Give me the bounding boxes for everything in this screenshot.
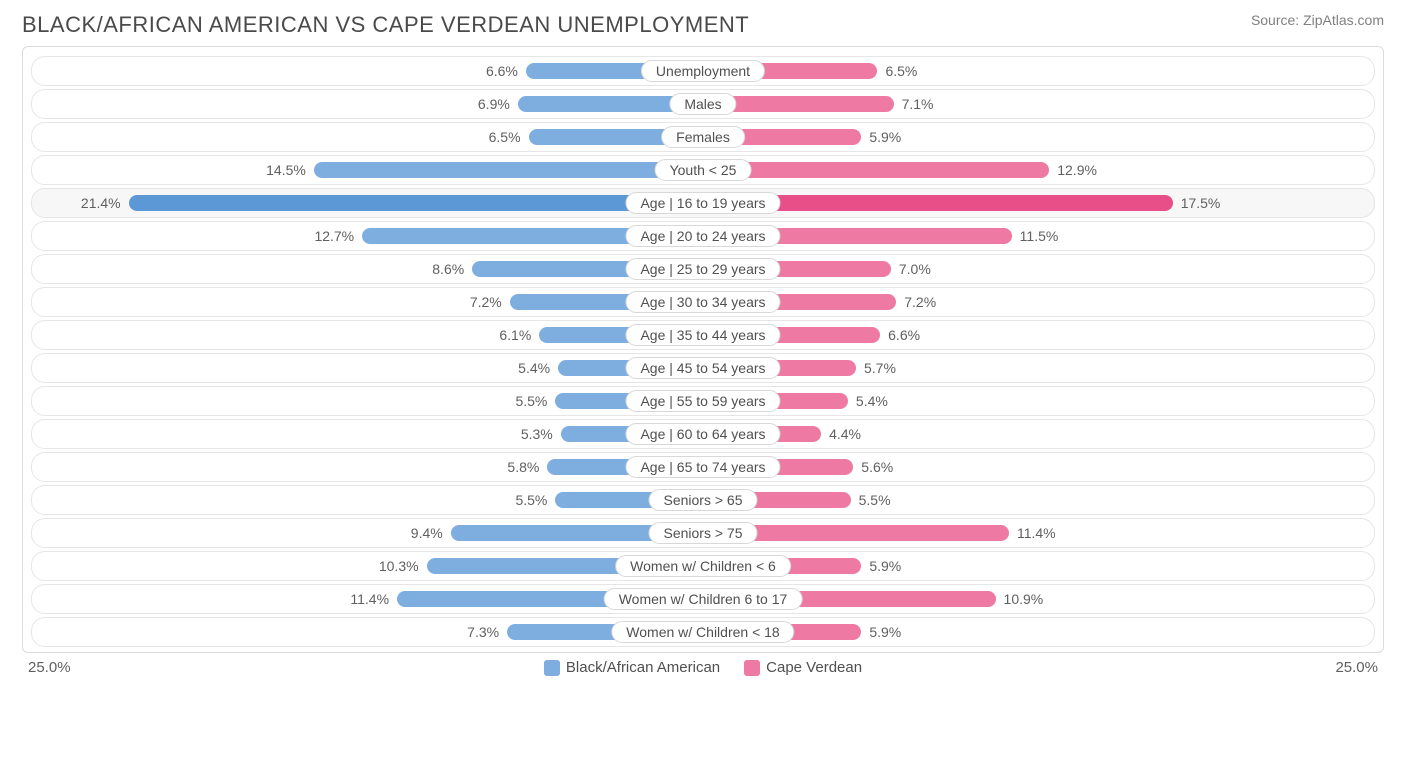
value-left: 14.5%: [266, 162, 306, 178]
category-label: Age | 55 to 59 years: [625, 390, 780, 412]
bar-left: [129, 195, 703, 211]
category-label: Age | 35 to 44 years: [625, 324, 780, 346]
legend-label-left: Black/African American: [566, 659, 720, 676]
bar-left: [314, 162, 703, 178]
category-label: Age | 16 to 19 years: [625, 192, 780, 214]
chart-row: 7.3% 5.9% Women w/ Children < 18: [31, 617, 1375, 647]
chart-row: 7.2% 7.2% Age | 30 to 34 years: [31, 287, 1375, 317]
category-label: Age | 25 to 29 years: [625, 258, 780, 280]
chart-header: BLACK/AFRICAN AMERICAN VS CAPE VERDEAN U…: [0, 0, 1406, 46]
chart-row: 6.1% 6.6% Age | 35 to 44 years: [31, 320, 1375, 350]
value-left: 8.6%: [432, 261, 464, 277]
value-right: 5.9%: [869, 624, 901, 640]
value-left: 5.3%: [521, 426, 553, 442]
value-right: 11.4%: [1017, 525, 1056, 541]
value-left: 10.3%: [379, 558, 419, 574]
value-right: 11.5%: [1020, 228, 1059, 244]
chart-title: BLACK/AFRICAN AMERICAN VS CAPE VERDEAN U…: [22, 12, 749, 38]
value-left: 5.4%: [518, 360, 550, 376]
legend-label-right: Cape Verdean: [766, 659, 862, 676]
category-label: Age | 65 to 74 years: [625, 456, 780, 478]
chart-row: 10.3% 5.9% Women w/ Children < 6: [31, 551, 1375, 581]
chart-row: 6.6% 6.5% Unemployment: [31, 56, 1375, 86]
value-right: 12.9%: [1057, 162, 1097, 178]
legend-item-left: Black/African American: [544, 659, 720, 676]
value-left: 11.4%: [350, 591, 389, 607]
value-left: 5.5%: [515, 393, 547, 409]
chart-row: 5.4% 5.7% Age | 45 to 54 years: [31, 353, 1375, 383]
chart-row: 9.4% 11.4% Seniors > 75: [31, 518, 1375, 548]
category-label: Women w/ Children 6 to 17: [604, 588, 803, 610]
value-right: 5.5%: [859, 492, 891, 508]
value-right: 5.6%: [861, 459, 893, 475]
chart-row: 5.3% 4.4% Age | 60 to 64 years: [31, 419, 1375, 449]
category-label: Age | 30 to 34 years: [625, 291, 780, 313]
value-left: 6.1%: [499, 327, 531, 343]
value-left: 12.7%: [314, 228, 354, 244]
value-right: 6.5%: [885, 63, 917, 79]
value-right: 5.9%: [869, 558, 901, 574]
value-right: 7.2%: [904, 294, 936, 310]
chart-row: 5.5% 5.4% Age | 55 to 59 years: [31, 386, 1375, 416]
value-left: 7.2%: [470, 294, 502, 310]
chart-row: 5.8% 5.6% Age | 65 to 74 years: [31, 452, 1375, 482]
value-left: 6.6%: [486, 63, 518, 79]
value-left: 9.4%: [411, 525, 443, 541]
chart-row: 5.5% 5.5% Seniors > 65: [31, 485, 1375, 515]
category-label: Women w/ Children < 18: [611, 621, 794, 643]
chart-footer: 25.0% Black/African American Cape Verdea…: [0, 653, 1406, 686]
chart-row: 11.4% 10.9% Women w/ Children 6 to 17: [31, 584, 1375, 614]
value-left: 5.5%: [515, 492, 547, 508]
chart-row: 21.4% 17.5% Age | 16 to 19 years: [31, 188, 1375, 218]
category-label: Age | 60 to 64 years: [625, 423, 780, 445]
chart-row: 14.5% 12.9% Youth < 25: [31, 155, 1375, 185]
value-right: 5.7%: [864, 360, 896, 376]
category-label: Age | 45 to 54 years: [625, 357, 780, 379]
value-right: 4.4%: [829, 426, 861, 442]
value-right: 7.1%: [902, 96, 934, 112]
category-label: Youth < 25: [655, 159, 752, 181]
value-left: 21.4%: [81, 195, 121, 211]
value-right: 5.9%: [869, 129, 901, 145]
value-right: 10.9%: [1004, 591, 1044, 607]
legend-item-right: Cape Verdean: [744, 659, 862, 676]
category-label: Females: [661, 126, 745, 148]
chart-row: 8.6% 7.0% Age | 25 to 29 years: [31, 254, 1375, 284]
chart-legend: Black/African American Cape Verdean: [544, 659, 862, 676]
category-label: Seniors > 65: [649, 489, 758, 511]
category-label: Age | 20 to 24 years: [625, 225, 780, 247]
category-label: Women w/ Children < 6: [615, 555, 791, 577]
value-right: 5.4%: [856, 393, 888, 409]
legend-swatch-right: [744, 660, 760, 676]
category-label: Unemployment: [641, 60, 765, 82]
category-label: Males: [669, 93, 736, 115]
value-right: 17.5%: [1181, 195, 1221, 211]
value-left: 7.3%: [467, 624, 499, 640]
chart-row: 12.7% 11.5% Age | 20 to 24 years: [31, 221, 1375, 251]
value-left: 5.8%: [507, 459, 539, 475]
chart-row: 6.5% 5.9% Females: [31, 122, 1375, 152]
chart-row: 6.9% 7.1% Males: [31, 89, 1375, 119]
value-right: 6.6%: [888, 327, 920, 343]
chart-source: Source: ZipAtlas.com: [1251, 12, 1384, 28]
value-left: 6.5%: [489, 129, 521, 145]
chart-plot-area: 6.6% 6.5% Unemployment 6.9% 7.1% Males 6.5% 5.9…: [22, 46, 1384, 653]
value-right: 7.0%: [899, 261, 931, 277]
axis-left-end: 25.0%: [28, 659, 71, 676]
category-label: Seniors > 75: [649, 522, 758, 544]
value-left: 6.9%: [478, 96, 510, 112]
axis-right-end: 25.0%: [1335, 659, 1378, 676]
legend-swatch-left: [544, 660, 560, 676]
bar-right: [703, 162, 1049, 178]
